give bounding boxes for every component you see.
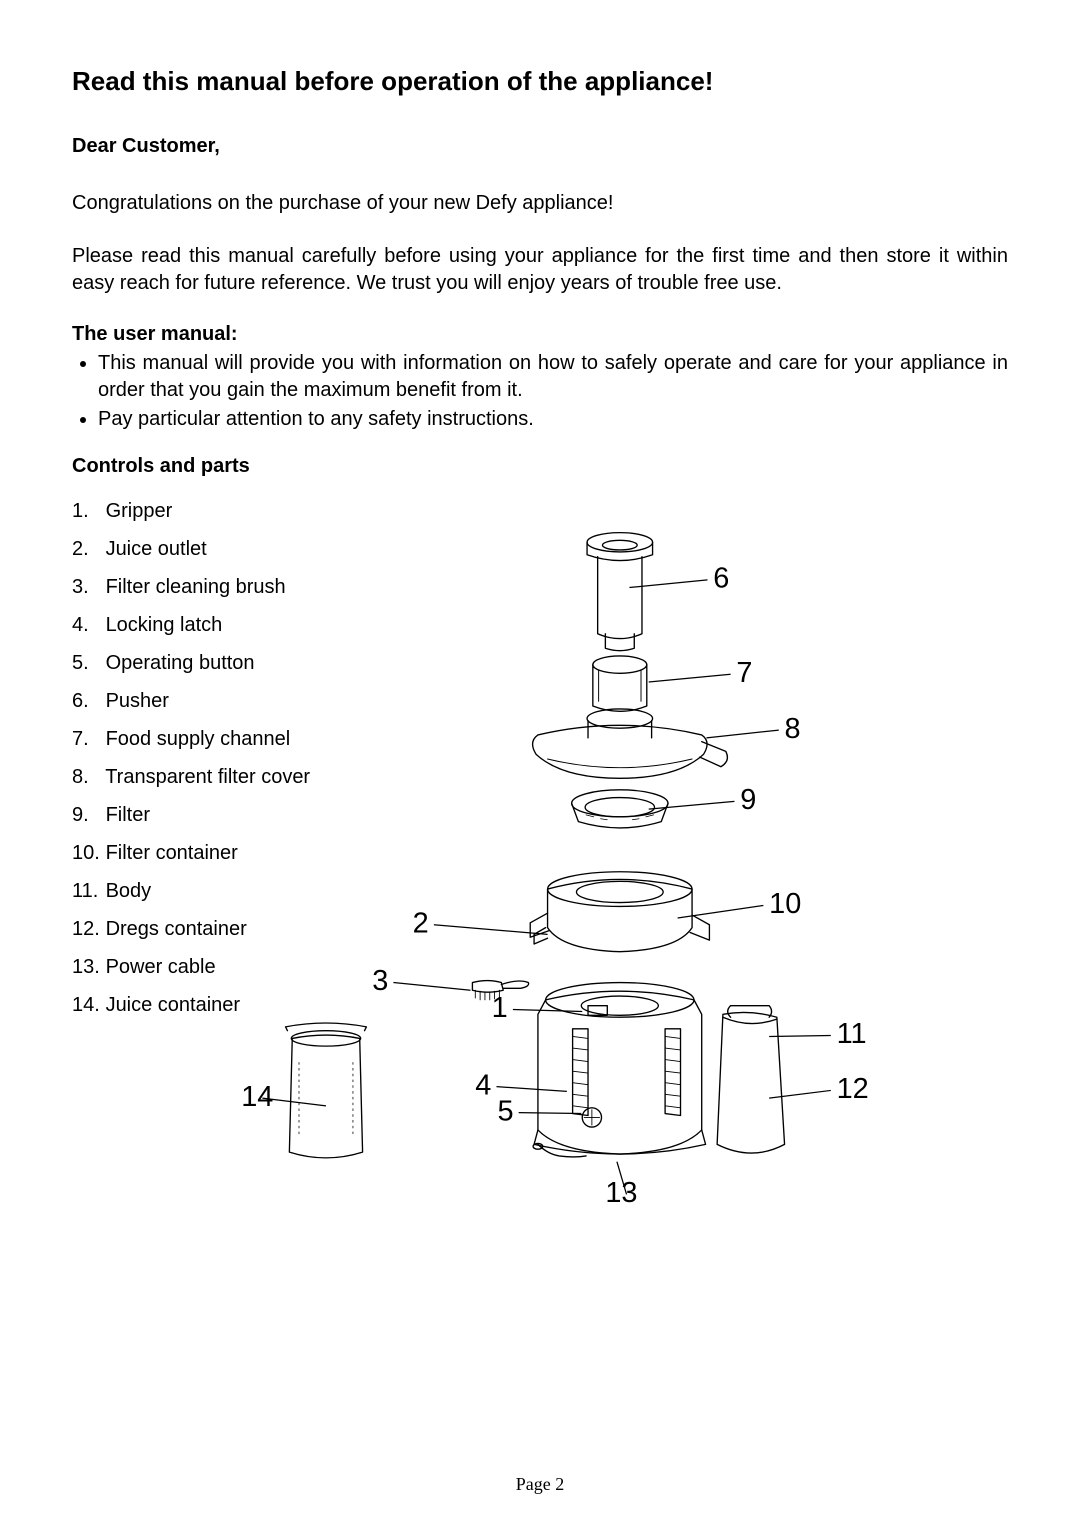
callout-number: 3 [372, 965, 388, 997]
callout-number: 4 [475, 1069, 491, 1101]
intro-paragraph-2: Please read this manual carefully before… [72, 243, 1008, 297]
part-locking-latch [573, 1029, 588, 1116]
part-juice-container [286, 1023, 367, 1158]
callout-number: 12 [837, 1073, 869, 1105]
part-dregs-container [717, 1006, 784, 1153]
page-title: Read this manual before operation of the… [72, 66, 1008, 97]
part-operating-button [582, 1108, 601, 1127]
controls-parts-heading: Controls and parts [72, 455, 1008, 478]
callout-number: 7 [736, 657, 752, 689]
bullet-item: This manual will provide you with inform… [98, 350, 1008, 404]
part-label: Locking latch [106, 614, 223, 636]
part-label: Body [106, 880, 152, 902]
diagram-callouts: 6789102311141251413 [241, 563, 869, 1210]
callout-number: 6 [713, 563, 729, 595]
callout-number: 2 [413, 907, 429, 939]
part-label: Pusher [106, 690, 169, 712]
part-filter-cover [533, 709, 728, 778]
page-number: Page 2 [0, 1474, 1080, 1495]
user-manual-heading: The user manual: [72, 323, 1008, 346]
callout-number: 5 [497, 1095, 513, 1127]
part-label: Filter container [106, 842, 238, 864]
greeting: Dear Customer, [72, 135, 1008, 158]
callout-number: 10 [769, 888, 801, 920]
intro-paragraph-1: Congratulations on the purchase of your … [72, 190, 1008, 217]
part-label: Filter [106, 804, 150, 826]
callout-number: 8 [785, 713, 801, 745]
callout-number: 9 [740, 784, 756, 816]
manual-page: Read this manual before operation of the… [0, 0, 1080, 1529]
callout-number: 14 [241, 1081, 273, 1113]
part-pusher [587, 533, 653, 651]
callout-number: 13 [605, 1177, 637, 1209]
part-label: Gripper [106, 500, 173, 522]
part-body [534, 983, 705, 1154]
callout-number: 1 [492, 992, 508, 1024]
exploded-diagram: 6789102311141251413 [220, 480, 1010, 1250]
callout-number: 11 [837, 1018, 867, 1050]
bullet-item: Pay particular attention to any safety i… [98, 406, 1008, 433]
appliance-line-art [286, 533, 785, 1158]
part-food-channel [593, 656, 647, 711]
part-label: Juice outlet [106, 538, 207, 560]
user-manual-bullets: This manual will provide you with inform… [72, 350, 1008, 433]
part-filter-container [530, 872, 709, 952]
part-label: Power cable [106, 956, 216, 978]
